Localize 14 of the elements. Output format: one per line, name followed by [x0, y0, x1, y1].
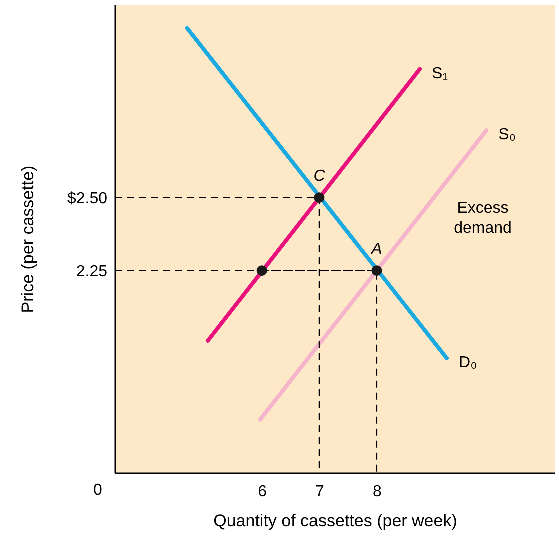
x-axis-title: Quantity of cassettes (per week): [214, 512, 458, 530]
text: 0: [94, 482, 103, 499]
series-label: S₀: [498, 126, 516, 144]
annotation: Excess demand: [454, 200, 512, 237]
y-tick-label: $2.50: [67, 190, 108, 208]
y-axis-title: Price (per cassette): [18, 166, 38, 314]
annotation: A: [370, 240, 382, 258]
x-tick-label: 8: [372, 484, 382, 500]
annotation: C: [314, 168, 326, 185]
y-tick-label: 2.25: [76, 263, 108, 280]
series-label: D₀: [459, 354, 478, 372]
x-tick-label: 6: [258, 484, 268, 500]
x-tick-label: 7: [316, 484, 325, 500]
series-label: S₁: [432, 65, 448, 82]
